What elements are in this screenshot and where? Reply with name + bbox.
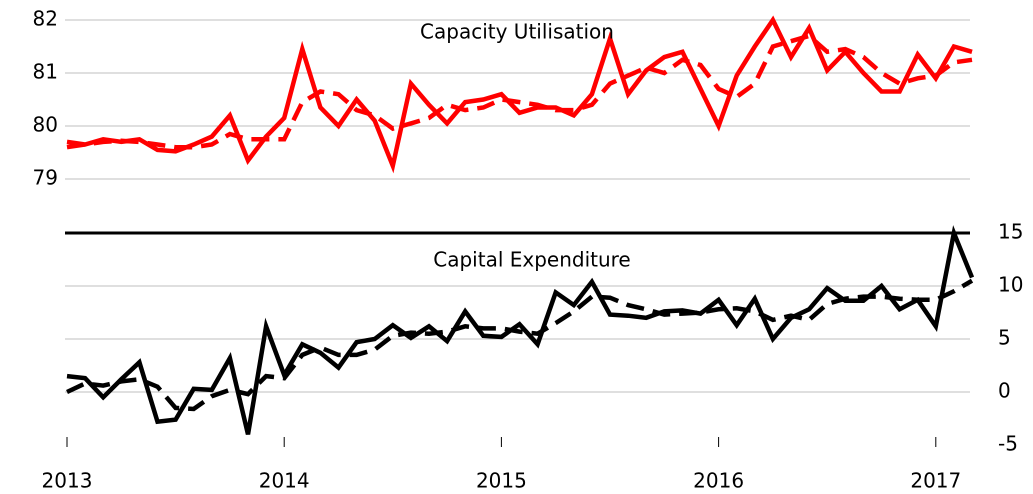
y-tick-label: 80 (33, 113, 58, 137)
y-tick-label: 5 (998, 326, 1011, 350)
y-tick-label: 15 (998, 220, 1023, 244)
y-tick-label: 81 (33, 60, 58, 84)
data-line (66, 15, 973, 174)
y-tick-label: 82 (33, 7, 58, 31)
x-tick-label: 2017 (910, 469, 961, 493)
y-tick-label: 79 (33, 166, 58, 190)
y-tick-label: -5 (998, 432, 1018, 456)
x-tick-label: 2014 (259, 469, 310, 493)
chart-title: Capacity Utilisation (420, 20, 614, 44)
data-line (66, 225, 975, 435)
chart-title: Capital Expenditure (433, 248, 631, 272)
x-tick-label: 2015 (476, 469, 527, 493)
y-tick-label: 10 (998, 273, 1023, 297)
x-tick-label: 2016 (693, 469, 744, 493)
y-tick-label: 0 (998, 379, 1011, 403)
x-tick-label: 2013 (42, 469, 93, 493)
average-line (66, 33, 973, 150)
average-line (66, 278, 974, 412)
